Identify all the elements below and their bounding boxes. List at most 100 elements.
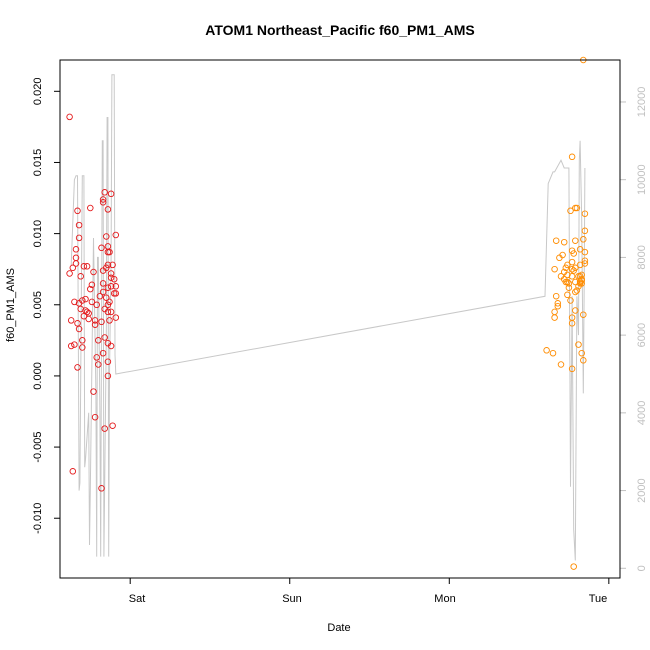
data-point <box>99 349 107 357</box>
data-point <box>567 207 574 215</box>
data-point <box>69 264 77 272</box>
data-point <box>67 317 75 324</box>
data-point <box>75 221 83 229</box>
data-point <box>99 196 107 203</box>
data-point <box>67 342 75 350</box>
data-point <box>581 227 589 235</box>
altitude-line <box>70 74 586 561</box>
data-point <box>112 231 120 239</box>
data-point <box>93 301 100 309</box>
data-point <box>554 300 562 307</box>
data-point <box>66 270 73 277</box>
data-point <box>74 364 81 371</box>
data-point <box>112 314 120 321</box>
data-point <box>104 358 112 365</box>
data-point <box>110 275 118 283</box>
data-point <box>549 349 557 357</box>
data-point <box>91 321 99 328</box>
data-point <box>572 278 579 286</box>
data-point <box>104 372 112 380</box>
data-point <box>581 210 589 217</box>
y-tick-label: 0.015 <box>32 149 44 177</box>
data-point <box>95 337 102 344</box>
data-point <box>572 288 579 296</box>
data-point <box>568 365 576 373</box>
data-point <box>576 261 584 269</box>
data-point <box>573 287 581 294</box>
data-point <box>552 292 560 300</box>
data-point <box>75 325 83 333</box>
data-point <box>72 260 80 267</box>
x-tick-label: Tue <box>589 593 608 605</box>
y-tick-label: 0.005 <box>32 291 44 319</box>
data-point <box>560 238 568 246</box>
data-point <box>98 244 105 252</box>
data-point <box>101 425 108 432</box>
data-point <box>575 341 582 348</box>
data-point <box>99 199 107 206</box>
data-point <box>82 295 89 303</box>
data-point <box>564 278 571 286</box>
data-point <box>564 261 571 269</box>
data-point <box>565 280 573 287</box>
right-tick-label: 6000 <box>636 323 648 347</box>
data-point <box>107 190 115 198</box>
data-point <box>107 270 115 277</box>
data-point <box>109 422 116 429</box>
data-point <box>103 233 110 240</box>
data-point <box>96 292 104 300</box>
data-point <box>112 283 120 290</box>
data-point <box>101 334 108 341</box>
data-point <box>568 153 576 161</box>
data-point <box>559 251 566 259</box>
data-point <box>107 283 115 290</box>
data-point <box>101 189 108 196</box>
data-point <box>80 312 88 320</box>
right-tick-label: 8000 <box>636 245 648 269</box>
data-point <box>109 261 116 269</box>
data-point <box>71 298 78 306</box>
data-point <box>104 284 112 291</box>
right-tick-label: 2000 <box>636 478 648 502</box>
right-tick-label: 10000 <box>636 164 648 195</box>
data-point <box>568 258 576 266</box>
data-point <box>568 265 576 273</box>
data-point <box>557 361 565 368</box>
data-point <box>74 320 81 327</box>
x-tick-label: Sun <box>282 593 302 605</box>
data-point <box>580 311 587 318</box>
x-axis: Sat Sun Mon Tue <box>129 578 610 605</box>
data-point <box>104 206 112 213</box>
data-point <box>88 281 96 289</box>
data-point <box>80 263 88 270</box>
right-tick-label: 0 <box>636 565 648 571</box>
data-point <box>107 274 115 281</box>
data-point <box>79 297 86 304</box>
data-point <box>83 263 91 270</box>
data-point <box>554 302 562 310</box>
data-point <box>98 318 105 326</box>
data-point <box>106 248 113 256</box>
data-point <box>567 297 574 304</box>
y-axis-title: f60_PM1_AMS <box>5 268 17 342</box>
data-point <box>98 485 105 492</box>
data-point <box>543 347 550 354</box>
x-tick-label: Sat <box>129 593 146 605</box>
data-point <box>83 308 91 316</box>
data-point <box>90 388 97 395</box>
right-axis: 0 2000 4000 6000 8000 10000 12000 <box>620 87 648 571</box>
data-point <box>90 268 97 276</box>
data-point <box>87 204 94 212</box>
data-point <box>91 413 99 421</box>
data-point <box>568 314 576 321</box>
data-point <box>551 265 558 273</box>
data-point <box>75 234 83 242</box>
data-point <box>88 298 96 306</box>
data-point <box>572 307 579 314</box>
data-point <box>578 277 585 284</box>
data-point <box>91 317 99 324</box>
data-point <box>578 349 585 357</box>
plot-frame <box>59 59 621 579</box>
data-point <box>581 248 589 256</box>
